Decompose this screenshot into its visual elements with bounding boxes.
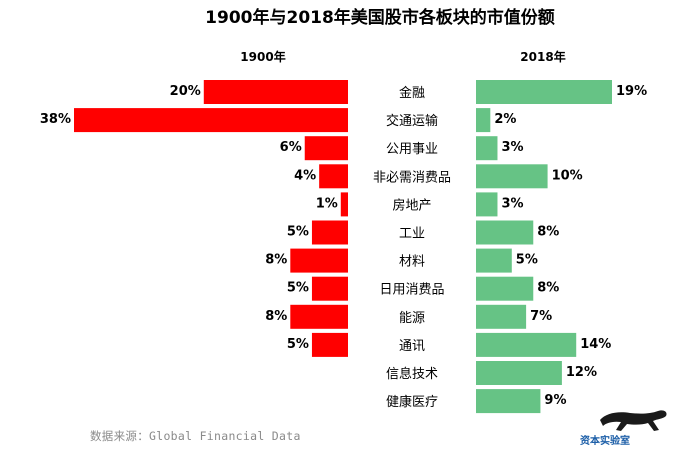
bar-2018 (476, 220, 534, 245)
source-note: 数据来源：Global Financial Data (90, 429, 301, 443)
data-label-2018: 14% (580, 337, 611, 352)
bar-1900 (311, 332, 348, 357)
brand-label: 资本实验室 (580, 434, 630, 447)
bar-2018 (476, 276, 534, 301)
bar-1900 (311, 276, 348, 301)
data-label-2018: 8% (537, 281, 559, 296)
brand-logo: 资本实验室 (580, 410, 667, 447)
category-label: 公用事业 (386, 142, 438, 157)
data-label-1900: 8% (265, 253, 287, 268)
data-label-2018: 2% (494, 112, 516, 127)
data-label-1900: 5% (287, 337, 309, 352)
bar-1900 (290, 304, 348, 329)
bar-2018 (476, 80, 612, 104)
data-label-1900: 4% (294, 168, 316, 183)
category-label: 能源 (399, 311, 425, 326)
series-label-2018: 2018年 (520, 49, 565, 64)
data-label-2018: 9% (544, 393, 566, 408)
data-label-2018: 19% (616, 84, 647, 99)
data-label-2018: 8% (537, 225, 559, 240)
category-label: 金融 (399, 85, 425, 101)
category-label: 非必需消费品 (373, 170, 451, 185)
category-label: 房地产 (392, 197, 431, 213)
bar-2018 (476, 389, 541, 414)
category-label: 材料 (399, 255, 425, 270)
category-label: 信息技术 (386, 366, 438, 382)
bar-2018 (476, 164, 548, 189)
bar-2018 (476, 332, 577, 357)
category-label: 日用消费品 (379, 283, 444, 298)
category-label: 工业 (399, 227, 425, 242)
chart-title: 1900年与2018年美国股市各板块的市值份额 (205, 7, 555, 28)
bar-1900 (304, 136, 348, 161)
data-label-2018: 3% (501, 196, 523, 211)
data-label-2018: 12% (566, 365, 597, 380)
bar-1900 (290, 248, 348, 273)
bar-2018 (476, 192, 498, 217)
data-label-1900: 20% (170, 84, 201, 99)
data-label-1900: 5% (287, 281, 309, 296)
data-label-2018: 7% (530, 309, 552, 324)
chart-rows: 金融 20% 19% 交通运输 38% 2% 公用事业 6% 3% 非必需消费品 4% 10% 房地产 1… (40, 80, 647, 414)
category-label: 交通运输 (386, 113, 438, 129)
bar-1900 (319, 164, 348, 189)
data-label-1900: 38% (40, 112, 71, 127)
bar-2018 (476, 108, 491, 133)
bar-1900 (203, 80, 348, 104)
bar-1900 (340, 192, 348, 217)
bar-1900 (311, 220, 348, 245)
bar-2018 (476, 136, 498, 161)
data-label-1900: 1% (316, 196, 338, 211)
bar-1900 (74, 108, 348, 133)
data-label-2018: 3% (501, 140, 523, 155)
data-label-2018: 5% (516, 253, 538, 268)
bar-2018 (476, 361, 562, 385)
bar-2018 (476, 304, 527, 329)
bar-2018 (476, 248, 512, 273)
data-label-2018: 10% (552, 168, 583, 183)
data-label-1900: 5% (287, 225, 309, 240)
category-label: 通讯 (399, 339, 425, 354)
data-label-1900: 8% (265, 309, 287, 324)
series-label-1900: 1900年 (240, 49, 285, 64)
panther-icon (600, 410, 667, 431)
data-label-1900: 6% (280, 140, 302, 155)
category-label: 健康医疗 (386, 394, 438, 410)
